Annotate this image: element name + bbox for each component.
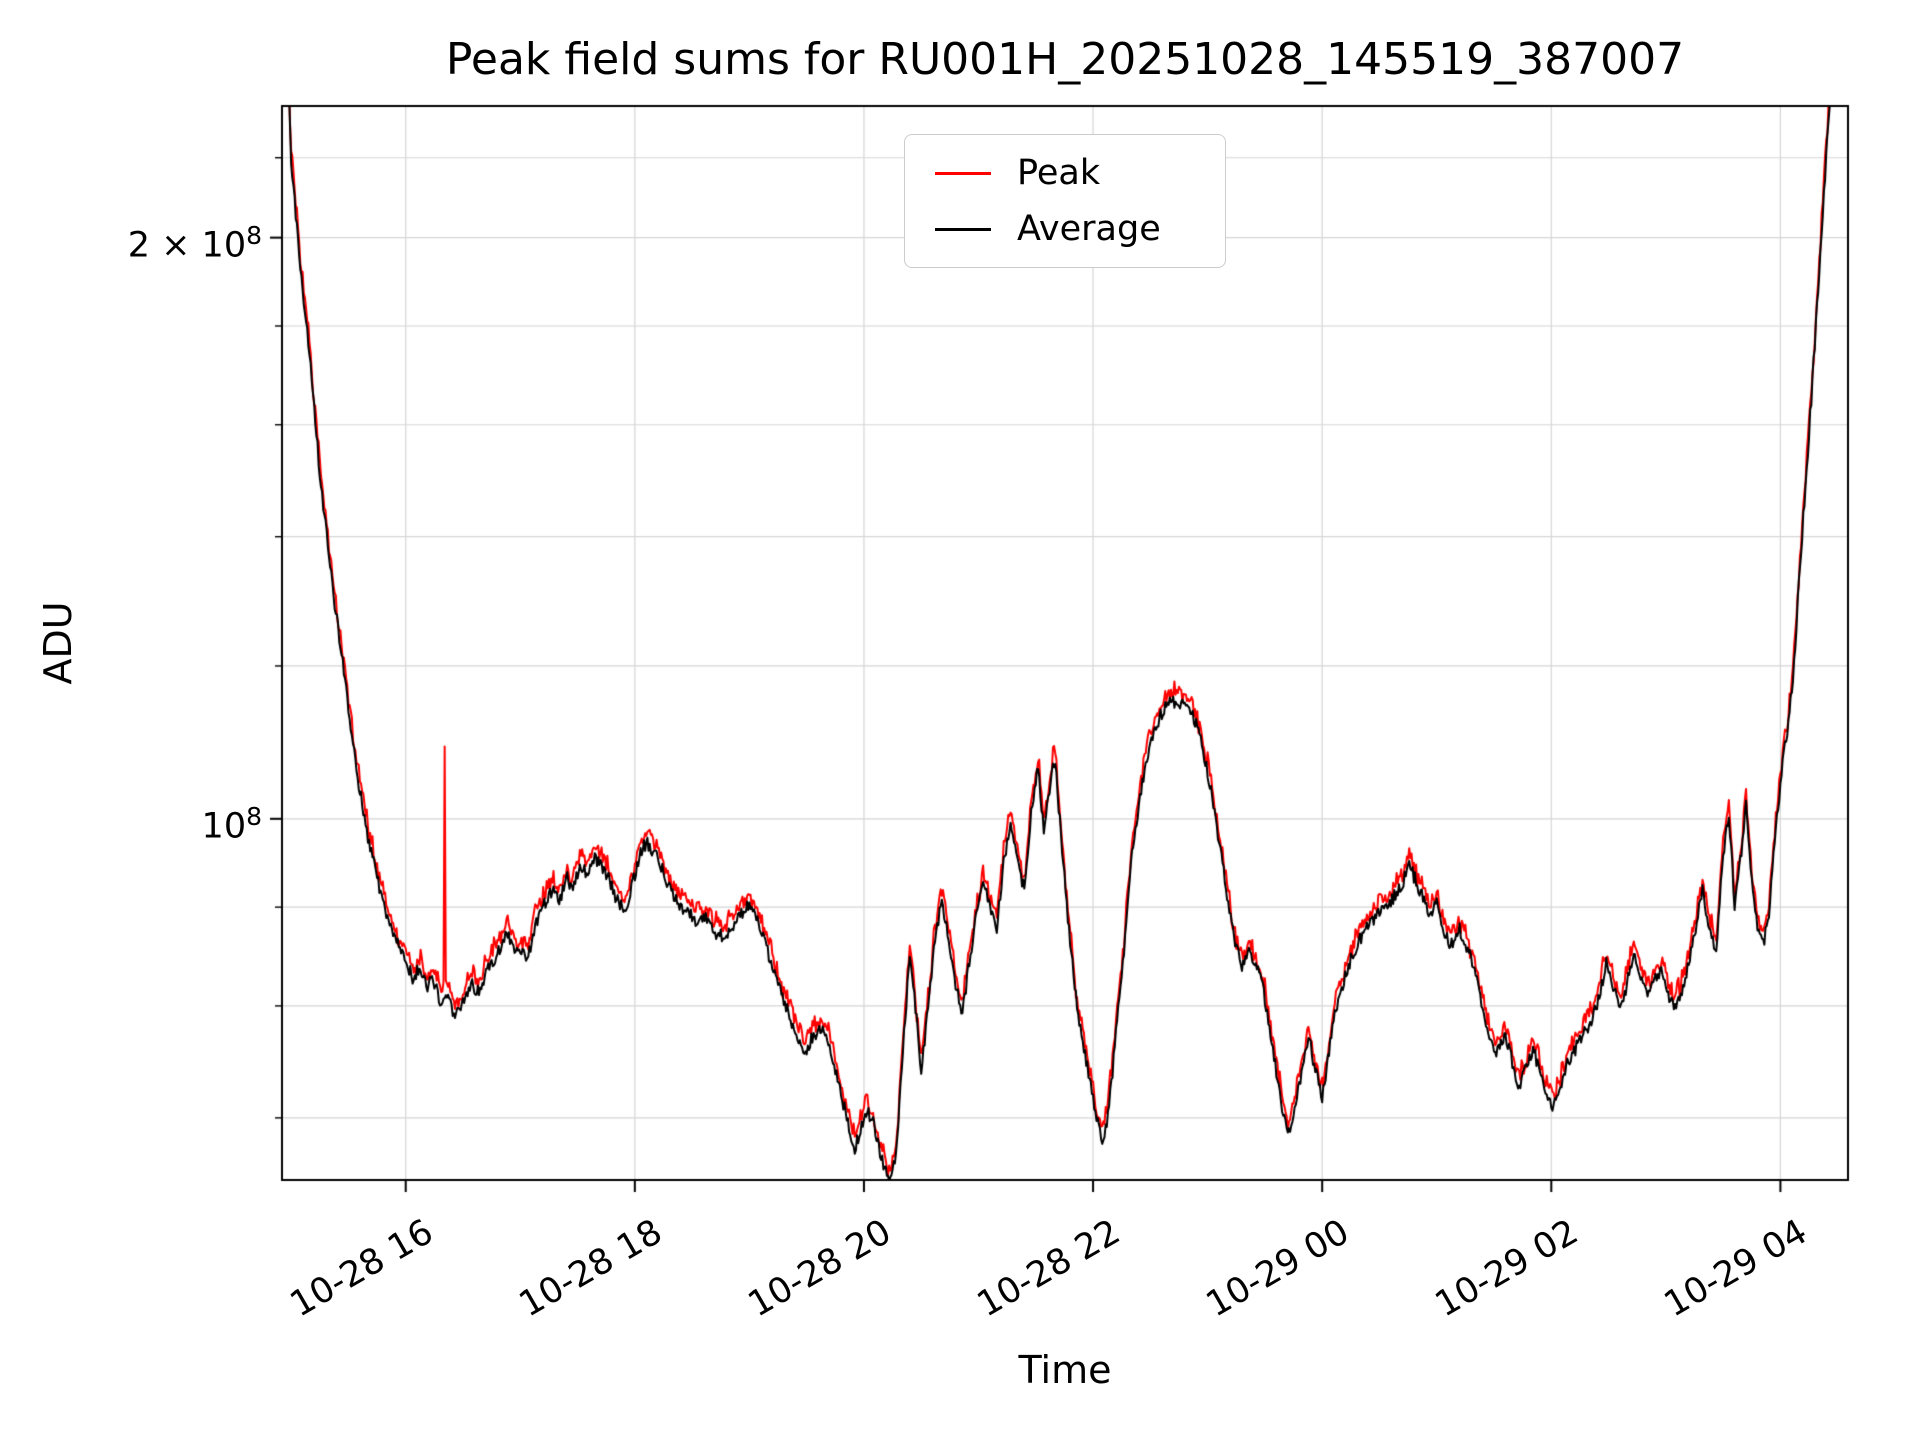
x-axis-label: Time xyxy=(1018,1348,1112,1392)
legend: Peak Average xyxy=(904,134,1226,268)
legend-entry-average: Average xyxy=(935,209,1225,249)
legend-label-average: Average xyxy=(1017,209,1161,249)
y-tick-label: 2 × 108 xyxy=(127,220,262,266)
legend-entry-peak: Peak xyxy=(935,153,1225,193)
average-line-icon xyxy=(935,227,991,231)
chart-title: Peak field sums for RU001H_20251028_1455… xyxy=(445,34,1685,85)
y-tick-label: 108 xyxy=(201,801,262,847)
legend-label-peak: Peak xyxy=(1017,153,1101,193)
y-axis-label: ADU xyxy=(36,601,80,685)
peak-line-icon xyxy=(935,171,991,175)
